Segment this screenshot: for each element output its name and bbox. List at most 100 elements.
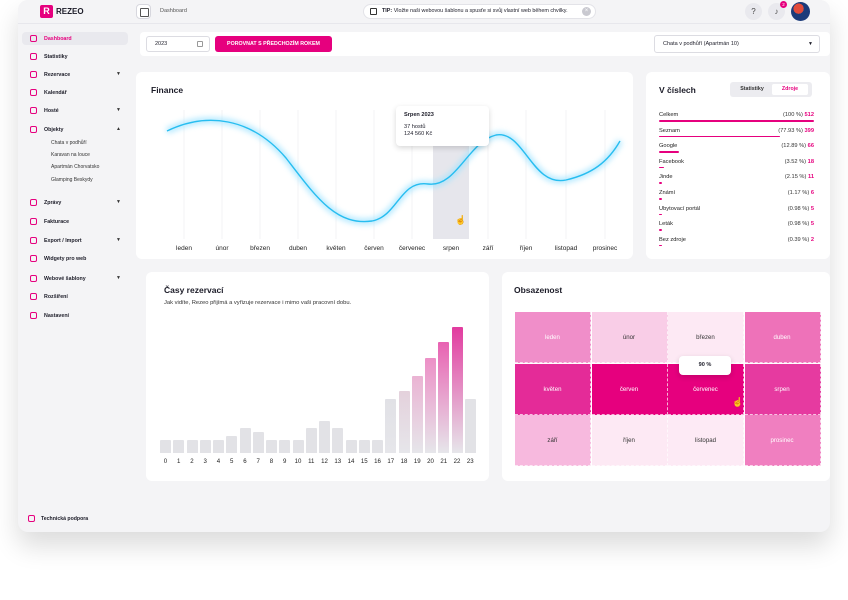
- tab-zdroje[interactable]: Zdroje: [772, 84, 808, 95]
- occupancy-cell[interactable]: říjen: [591, 415, 668, 466]
- hour-bar[interactable]: [332, 427, 344, 453]
- hour-bar[interactable]: [385, 399, 397, 453]
- logo[interactable]: R REZEO: [40, 5, 84, 18]
- occupancy-cell[interactable]: červen: [591, 363, 668, 415]
- occupancy-cell[interactable]: listopad: [668, 415, 744, 466]
- sidebar-item-5[interactable]: Hosté ▼: [22, 104, 128, 117]
- hour-bar[interactable]: [266, 440, 277, 453]
- source-count: 512: [804, 112, 815, 118]
- hour-label: 20: [427, 458, 434, 465]
- sidebar-item-10[interactable]: Widgety pro web: [22, 252, 128, 265]
- hour-bar[interactable]: [252, 432, 264, 453]
- hour-bar[interactable]: [464, 399, 476, 453]
- sidebar-subitem-object[interactable]: Karavan na louce: [51, 152, 90, 158]
- filter-bar: 2023 POROVNAT S PŘEDCHOZÍM ROKEM Chata v…: [140, 32, 830, 56]
- occupancy-tooltip: 90 %: [679, 356, 731, 375]
- property-select[interactable]: Chata v podhůří (Apartmán 10) ▼: [654, 35, 820, 53]
- hour-bar[interactable]: [160, 440, 171, 453]
- sidebar-item-label: Export / Import: [44, 237, 82, 244]
- hour-label: 22: [453, 458, 461, 465]
- source-value: (77.93 %) 399: [778, 128, 814, 134]
- year-value: 2023: [155, 41, 168, 47]
- v-cislech-card: V číslech Statistiky Zdroje Celkem (100 %…: [646, 72, 830, 259]
- hour-bar[interactable]: [319, 421, 330, 453]
- reservation-icon: [30, 71, 37, 78]
- hour-bar[interactable]: [411, 375, 423, 453]
- sidebar: Dashboard Statistiky Rezervace ▼ Kalendář Hos…: [18, 24, 132, 532]
- finance-month-label: červen: [364, 245, 384, 252]
- hour-bar[interactable]: [305, 427, 317, 453]
- occupancy-cell[interactable]: duben: [744, 312, 821, 363]
- sidebar-item-6[interactable]: Objekty ▲: [22, 123, 128, 136]
- sidebar-item-3[interactable]: Rezervace ▼: [22, 68, 128, 81]
- sidebar-item-9[interactable]: Export / Import ▼: [22, 234, 128, 247]
- source-bar: [659, 151, 679, 153]
- hour-bar[interactable]: [226, 435, 238, 453]
- hour-bar[interactable]: [425, 358, 436, 453]
- close-tip-icon[interactable]: ×: [582, 7, 591, 16]
- source-percent: (12.89 %): [781, 143, 807, 150]
- hour-bar[interactable]: [279, 440, 291, 453]
- occupancy-cell[interactable]: únor: [591, 312, 668, 363]
- source-count: 11: [807, 174, 814, 181]
- year-select[interactable]: 2023: [146, 36, 210, 52]
- chevron-down-icon: ▼: [116, 199, 121, 205]
- sidebar-subitem-object[interactable]: Apartmán Chorvatsko: [51, 164, 100, 170]
- occupancy-cell[interactable]: květen: [515, 363, 591, 415]
- hour-bar[interactable]: [186, 440, 198, 453]
- occupancy-cell[interactable]: srpen: [744, 363, 821, 415]
- sidebar-toggle-icon[interactable]: [136, 4, 151, 19]
- chart-icon: [30, 53, 37, 60]
- obsazenost-title: Obsazenost: [514, 285, 563, 295]
- avatar[interactable]: [791, 2, 810, 21]
- sidebar-subitem-object[interactable]: Chata v podhůří: [51, 140, 87, 146]
- sidebar-item-8[interactable]: Fakturace: [22, 215, 128, 228]
- chevron-down-icon: ▼: [808, 41, 813, 47]
- hour-bar[interactable]: [173, 440, 185, 453]
- hour-label: 3: [203, 458, 207, 465]
- finance-chart[interactable]: [136, 72, 633, 259]
- compare-button[interactable]: POROVNAT S PŘEDCHOZÍM ROKEM: [215, 36, 332, 52]
- hour-bar[interactable]: [398, 391, 410, 453]
- invoice-icon: [30, 218, 37, 225]
- sidebar-item-11[interactable]: Webové šablony ▼: [22, 272, 128, 285]
- technical-support-link[interactable]: Technická podpora: [28, 515, 88, 522]
- notifications-button[interactable]: ♪ 2: [768, 1, 787, 20]
- sidebar-item-4[interactable]: Kalendář: [22, 86, 128, 99]
- chevron-down-icon: ▼: [116, 237, 121, 243]
- casy-rezervaci-card: Časy rezervací Jak vidíte, Rezeo přijímá…: [146, 272, 489, 481]
- sidebar-item-13[interactable]: Nastavení: [22, 309, 128, 322]
- hour-bar[interactable]: [372, 440, 383, 453]
- hour-bar[interactable]: [292, 440, 304, 453]
- hour-label: 10: [294, 458, 302, 465]
- source-bar: [659, 135, 780, 138]
- source-row: Celkem (100 %) 512: [659, 112, 814, 126]
- source-value: (12.89 %) 66: [781, 143, 814, 149]
- source-value: (2.15 %) 11: [785, 174, 814, 180]
- source-row: Leták (0.98 %) 5: [659, 221, 814, 235]
- tab-statistiky[interactable]: Statistiky: [740, 86, 764, 92]
- occupancy-cell[interactable]: září: [515, 415, 591, 466]
- source-count: 5: [810, 221, 814, 228]
- sidebar-item-1[interactable]: Dashboard: [22, 32, 128, 45]
- hour-bar[interactable]: [358, 440, 370, 453]
- hour-bar[interactable]: [451, 326, 463, 453]
- hour-label: 7: [256, 458, 260, 465]
- tooltip-amount: 124 560 Kč: [404, 131, 433, 137]
- hour-bar[interactable]: [239, 427, 251, 453]
- sidebar-item-12[interactable]: Rozšíření: [22, 290, 128, 303]
- source-count: 18: [807, 158, 814, 165]
- hour-label: 21: [440, 458, 448, 465]
- occupancy-cell[interactable]: prosinec: [744, 415, 821, 466]
- sidebar-item-label: Kalendář: [44, 89, 67, 96]
- sidebar-item-2[interactable]: Statistiky: [22, 50, 128, 63]
- help-button[interactable]: ?: [745, 3, 762, 20]
- hour-bar[interactable]: [199, 440, 211, 453]
- sidebar-item-7[interactable]: Zprávy ▼: [22, 196, 128, 209]
- hour-bar[interactable]: [213, 440, 224, 453]
- hour-bar[interactable]: [345, 440, 357, 453]
- sidebar-subitem-object[interactable]: Glamping Beskydy: [51, 177, 93, 183]
- occupancy-cell[interactable]: leden: [515, 312, 591, 363]
- hour-bar[interactable]: [438, 342, 450, 453]
- message-icon: [30, 199, 37, 206]
